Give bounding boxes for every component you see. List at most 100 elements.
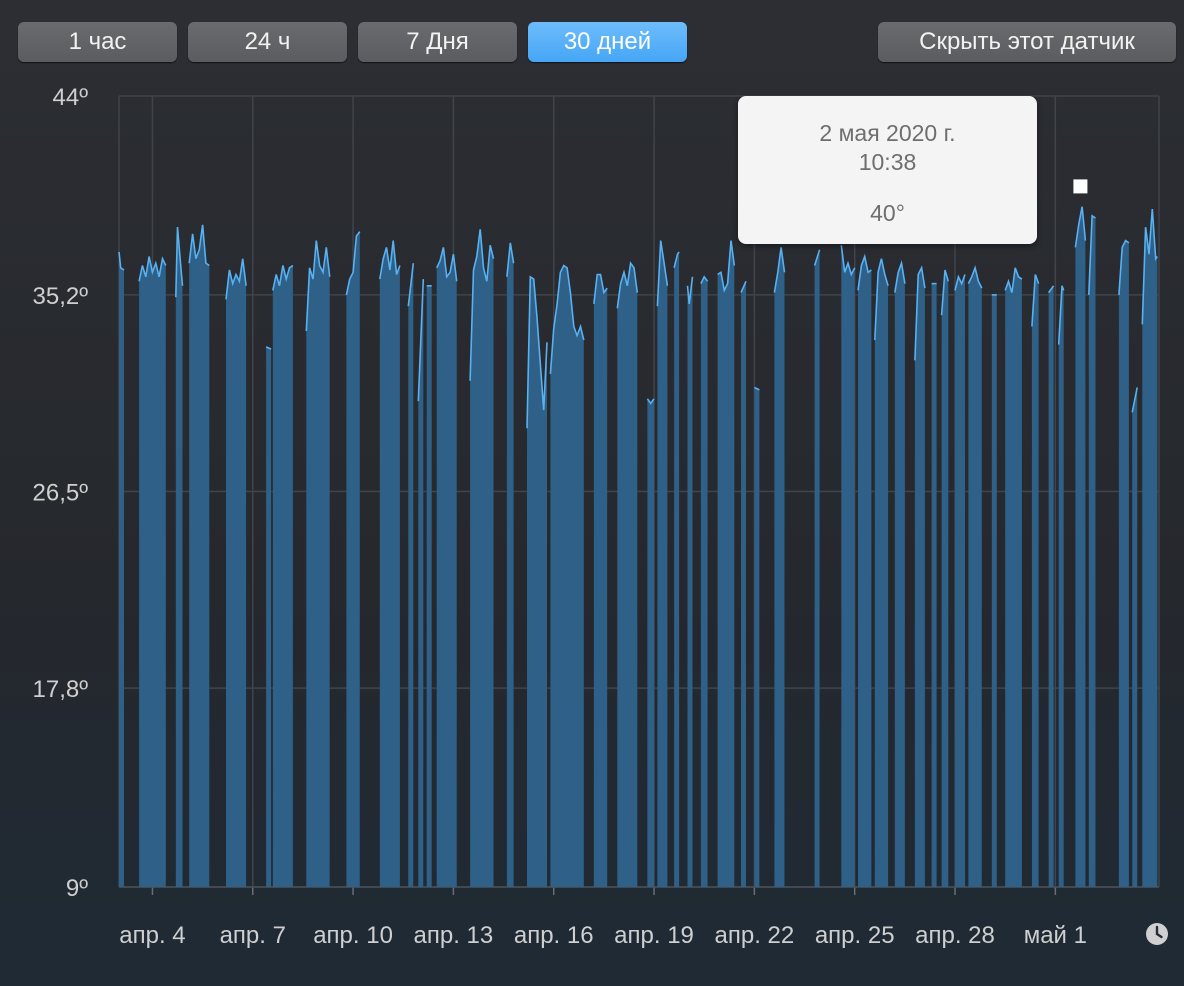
tooltip-time: 10:38 — [858, 149, 917, 175]
x-tick-label: апр. 10 — [313, 922, 393, 949]
y-tick-label: 44º — [53, 84, 89, 111]
y-tick-label: 35,2º — [33, 283, 89, 310]
area-segment — [874, 258, 889, 887]
x-tick-label: май 1 — [1024, 922, 1087, 949]
area-segment — [226, 258, 247, 887]
data-line — [1074, 206, 1087, 248]
area-segment — [1075, 206, 1086, 887]
data-line — [345, 231, 361, 296]
area-segment — [754, 387, 760, 887]
data-line — [138, 256, 167, 282]
area-segment — [814, 249, 820, 887]
data-line — [673, 251, 680, 268]
x-tick-label: апр. 25 — [815, 922, 895, 949]
area-segment — [717, 240, 735, 888]
data-line — [506, 242, 515, 277]
y-tick-label: 9º — [66, 875, 88, 902]
area-segment — [436, 247, 457, 887]
data-line — [379, 240, 401, 280]
area-segment — [1118, 240, 1129, 888]
data-line — [914, 265, 926, 361]
area-segment — [426, 285, 432, 887]
area-segment — [418, 279, 424, 888]
area-segment — [894, 263, 905, 887]
area-segment — [346, 231, 360, 888]
area-segment — [931, 283, 937, 888]
data-line — [272, 264, 294, 291]
area-segment — [968, 267, 982, 887]
x-tick-label: апр. 4 — [119, 922, 185, 949]
clock-icon[interactable] — [1145, 922, 1169, 946]
x-tick-label: апр. 16 — [514, 922, 594, 949]
data-line — [265, 346, 272, 350]
area-segment — [266, 346, 272, 887]
data-line — [740, 280, 747, 293]
range-7d-button[interactable]: 7 Дня — [358, 22, 517, 62]
tooltip-value: 40° — [870, 200, 905, 226]
data-line — [188, 224, 210, 267]
area-segment — [550, 265, 584, 887]
area-segment — [674, 251, 680, 887]
data-line — [305, 240, 331, 332]
chart-tooltip: 2 мая 2020 г. 10:38 40° — [738, 96, 1037, 244]
data-line — [646, 398, 655, 405]
range-30d-button[interactable]: 30 дней — [528, 22, 687, 62]
y-tick-label: 26,5º — [33, 480, 89, 507]
data-line — [840, 245, 856, 277]
data-line — [1047, 285, 1055, 294]
area-segment — [379, 240, 400, 888]
area-segment — [1031, 274, 1039, 887]
chart-area — [118, 206, 1158, 888]
range-24h-button[interactable]: 24 ч — [188, 22, 347, 62]
range-1h-button[interactable]: 1 час — [18, 22, 177, 62]
data-line — [225, 258, 247, 300]
data-line — [894, 260, 906, 293]
area-segment — [617, 263, 638, 887]
area-segment — [593, 274, 608, 887]
area-segment — [858, 256, 872, 887]
data-line — [773, 247, 786, 293]
area-segment — [914, 267, 925, 887]
data-line — [1031, 274, 1040, 327]
x-tick-label: апр. 13 — [414, 922, 494, 949]
x-tick-label: апр. 19 — [614, 922, 694, 949]
area-segment — [647, 398, 655, 887]
x-tick-label: апр. 22 — [715, 922, 795, 949]
area-segment — [941, 270, 949, 887]
x-axis: апр. 4 апр. 7 апр. 10 апр. 13 апр. 16 апр. 19… — [119, 922, 1087, 949]
area-segment — [687, 276, 693, 887]
area-segment — [841, 245, 855, 887]
data-line — [118, 251, 125, 271]
area-segment — [657, 240, 668, 888]
area-segment — [526, 276, 548, 887]
data-line — [967, 265, 983, 289]
area-segment — [1005, 267, 1022, 887]
hide-sensor-button[interactable]: Скрыть этот датчик — [878, 22, 1176, 62]
data-line — [616, 261, 639, 309]
area-segment — [1132, 387, 1138, 887]
highlight-point — [1073, 179, 1088, 194]
area-segment — [272, 265, 293, 887]
area-segment — [506, 242, 514, 887]
data-line — [686, 276, 694, 304]
x-tick-label: апр. 28 — [915, 922, 995, 949]
tooltip-date: 2 мая 2020 г. — [819, 120, 956, 146]
area-segment — [1142, 209, 1158, 887]
data-line — [954, 274, 966, 291]
area-segment — [740, 281, 746, 887]
data-line — [813, 249, 821, 266]
area-segment — [119, 251, 124, 887]
data-line — [940, 269, 950, 316]
data-line — [857, 253, 872, 291]
data-line — [1141, 208, 1158, 325]
area-segment — [175, 227, 183, 888]
data-line — [417, 279, 425, 402]
area-segment — [1058, 285, 1064, 887]
data-line — [874, 258, 889, 341]
area-segment — [1088, 215, 1096, 888]
data-line — [1004, 267, 1023, 293]
area-segment — [189, 224, 210, 888]
area-segment — [1048, 285, 1054, 887]
data-line — [700, 275, 709, 284]
